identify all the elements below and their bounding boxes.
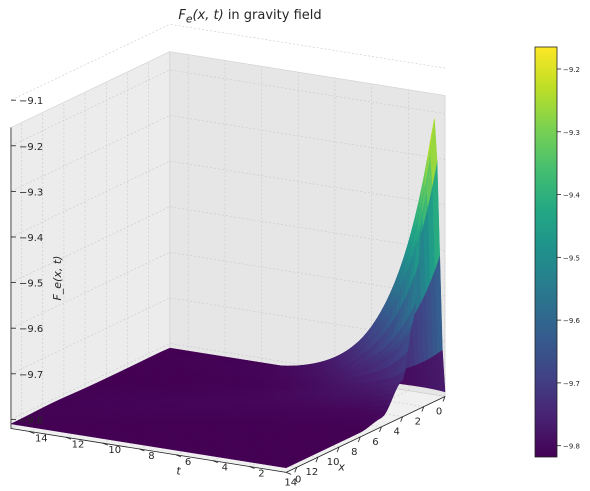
colorbar-tick-label: −9.8	[563, 443, 580, 451]
z-tick-label: −9.3	[19, 187, 43, 198]
z-tick-label: −9.7	[19, 370, 43, 381]
z-tick-label: −9.2	[19, 142, 43, 153]
colorbar-tick-label: −9.3	[563, 129, 580, 137]
x-tick-label: 0	[436, 406, 442, 417]
t-axis-label: t	[176, 464, 181, 477]
colorbar-tick-label: −9.5	[563, 254, 580, 262]
t-tick-label: 2	[258, 469, 264, 480]
t-tick-label: 12	[72, 439, 85, 450]
t-tick-label: 8	[148, 451, 154, 462]
x-tick-label: 12	[306, 467, 319, 478]
t-tick-label: 10	[108, 445, 121, 456]
t-tick-label: 4	[222, 463, 228, 474]
t-tick	[286, 472, 291, 474]
t-tick-label: 6	[185, 457, 191, 468]
colorbar-tick-label: −9.6	[563, 317, 581, 325]
z-tick-label: −9.4	[19, 233, 43, 244]
colorbar: −9.8 −9.7 −9.6 −9.5 −9.4 −9.3 −9.2	[535, 47, 581, 457]
x-tick-label: 6	[372, 437, 378, 448]
colorbar-tick-label: −9.2	[563, 66, 580, 74]
z-tick-label: −9.8	[19, 415, 43, 426]
z-tick-label: −9.1	[19, 96, 43, 107]
chart-title: Fe(x, t) in gravity field	[100, 8, 400, 26]
x-tick-label: 8	[351, 447, 357, 458]
x-axis-label: x	[337, 460, 345, 473]
colorbar-tick-label: −9.7	[563, 380, 580, 388]
z-tick-label: −9.5	[19, 279, 43, 290]
t-tick-label: 0	[295, 474, 301, 485]
z-tick-label: −9.6	[19, 324, 43, 335]
t-tick-label: 14	[35, 433, 48, 444]
colorbar-gradient	[535, 47, 557, 457]
colorbar-tick-label: −9.4	[563, 192, 581, 200]
x-tick-label: 4	[393, 427, 399, 438]
z-axis-label: F_e(x, t)	[51, 256, 64, 301]
svg-text:F_e(x, t): F_e(x, t)	[51, 256, 64, 301]
x-tick-label: 2	[415, 417, 421, 428]
